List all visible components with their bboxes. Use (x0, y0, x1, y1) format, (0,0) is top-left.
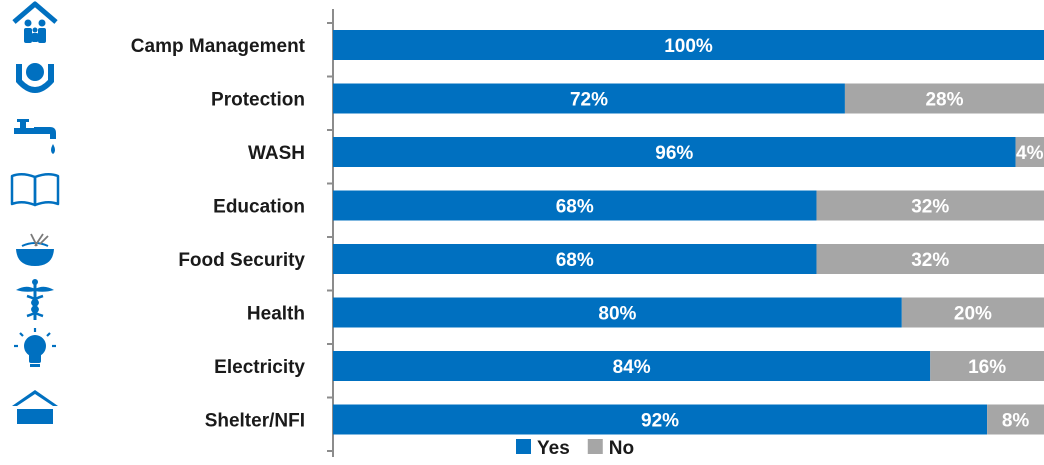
category-label-protection: Protection (211, 90, 305, 111)
legend-swatch-no (587, 439, 603, 454)
category-label-education: Education (213, 197, 305, 218)
bar-yes-shelter-nfi (333, 404, 988, 435)
category-axis (327, 9, 334, 457)
data-labels: 100% 72% 28% 96% 4% 68% 32% 68% 32% 80% 20% 84% 16% 9… (556, 36, 1044, 432)
legend-swatch-yes (516, 439, 531, 454)
bars (333, 30, 1044, 435)
education-book-icon (10, 173, 60, 207)
shelter-icon (12, 390, 58, 424)
bar-yes-food-security (333, 244, 817, 274)
bar-yes-electricity (333, 351, 931, 381)
data-label-yes-food-security: 68% (556, 250, 594, 271)
data-label-no-education: 32% (911, 197, 949, 218)
bar-yes-education (333, 190, 817, 221)
bar-no-health (901, 297, 1044, 328)
data-label-yes-health: 80% (598, 304, 636, 325)
data-label-no-food-security: 32% (911, 250, 949, 271)
data-label-no-protection: 28% (925, 90, 963, 111)
category-label-camp-management: Camp Management (131, 36, 306, 57)
data-label-yes-protection: 72% (570, 90, 608, 111)
data-label-no-shelter-nfi: 8% (1002, 411, 1030, 432)
food-bowl-icon (16, 233, 54, 266)
data-label-yes-wash: 96% (655, 143, 693, 164)
bar-no-food-security (816, 244, 1044, 274)
data-label-yes-shelter-nfi: 92% (641, 411, 679, 432)
category-label-wash: WASH (248, 143, 305, 164)
data-label-no-electricity: 16% (968, 357, 1006, 378)
data-label-yes-electricity: 84% (613, 357, 651, 378)
data-label-no-wash: 4% (1016, 143, 1044, 164)
bar-yes-wash (333, 137, 1016, 167)
wash-tap-icon (14, 119, 56, 154)
bar-no-education (816, 190, 1044, 221)
category-label-health: Health (247, 304, 305, 325)
data-label-yes-education: 68% (556, 197, 594, 218)
data-label-no-health: 20% (954, 304, 992, 325)
legend: Yes No (516, 438, 634, 459)
category-icons (10, 1, 60, 424)
bar-yes-camp-management (333, 30, 1044, 60)
legend-label-yes: Yes (537, 438, 570, 459)
bar-yes-protection (333, 83, 845, 114)
category-label-electricity: Electricity (214, 357, 305, 378)
bar-no-wash (1015, 137, 1044, 167)
bar-yes-health (333, 297, 902, 328)
health-caduceus-icon (16, 279, 54, 320)
bar-no-electricity (930, 351, 1044, 381)
protection-icon (16, 63, 54, 93)
legend-label-no: No (609, 438, 634, 459)
bar-no-shelter-nfi (987, 404, 1044, 435)
electricity-bulb-icon (14, 328, 56, 367)
bar-no-protection (844, 83, 1044, 114)
category-label-shelter-nfi: Shelter/NFI (205, 411, 305, 432)
camp-management-icon (12, 1, 58, 43)
data-label-yes-camp-management: 100% (664, 36, 713, 57)
category-labels: Camp Management Protection WASH Education Fo… (131, 36, 306, 432)
category-label-food-security: Food Security (178, 250, 305, 271)
